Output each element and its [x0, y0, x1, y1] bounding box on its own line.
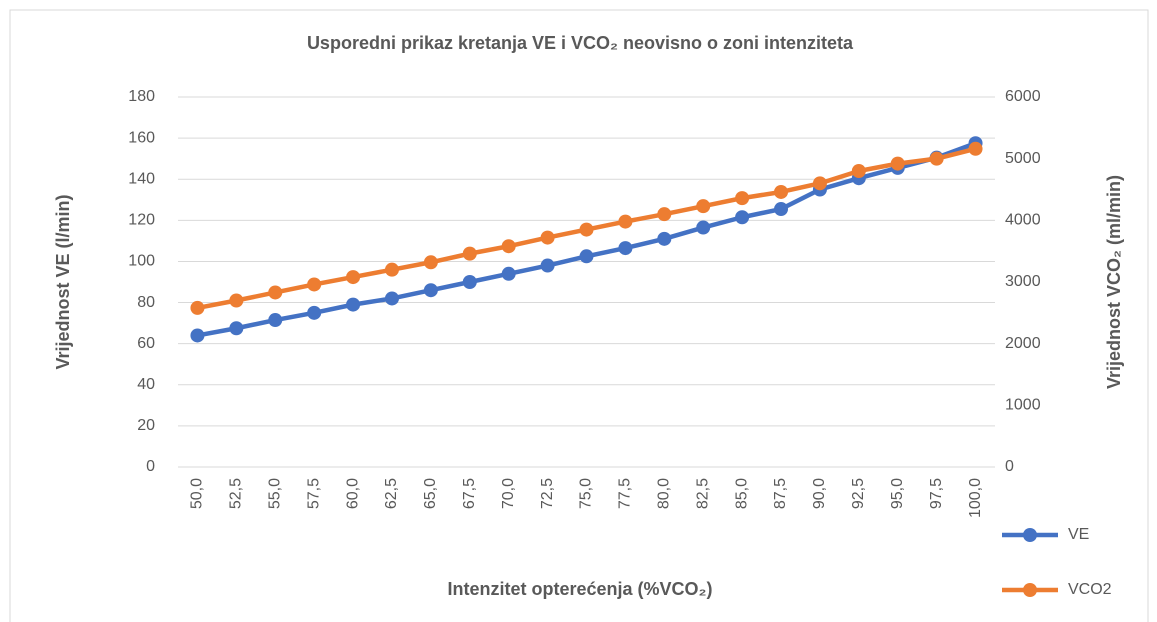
- x-tick-label: 95,0: [889, 478, 906, 509]
- point: [929, 151, 944, 166]
- x-tick-label: 100,0: [967, 478, 984, 518]
- point: [618, 241, 633, 256]
- point: [540, 230, 555, 245]
- legend-label: VE: [1068, 526, 1089, 543]
- x-tick-label: 60,0: [344, 478, 361, 509]
- point: [618, 214, 633, 229]
- x-tick-label: 52,5: [228, 478, 245, 509]
- y2-tick-label: 5000: [1005, 150, 1041, 167]
- point: [190, 300, 205, 315]
- x-tick-label: 57,5: [305, 478, 322, 509]
- point: [890, 156, 905, 171]
- point: [346, 270, 361, 285]
- point: [579, 222, 594, 237]
- x-tick-label: 92,5: [850, 478, 867, 509]
- y-tick-label: 120: [128, 212, 155, 229]
- x-tick-label: 97,5: [928, 478, 945, 509]
- x-tick-label: 87,5: [772, 478, 789, 509]
- point: [268, 285, 283, 300]
- point: [423, 283, 438, 298]
- y2-tick-label: 2000: [1005, 335, 1041, 352]
- y-tick-label: 140: [128, 170, 155, 187]
- point: [346, 297, 361, 312]
- point: [774, 184, 789, 199]
- point: [579, 249, 594, 264]
- y2-tick-label: 3000: [1005, 273, 1041, 290]
- x-tick-label: 65,0: [422, 478, 439, 509]
- y-tick-label: 160: [128, 129, 155, 146]
- point: [696, 220, 711, 235]
- y-tick-label: 60: [137, 335, 155, 352]
- y-tick-label: 20: [137, 417, 155, 434]
- point: [229, 293, 244, 308]
- y2-tick-label: 4000: [1005, 212, 1041, 229]
- point: [268, 313, 283, 328]
- point: [968, 141, 983, 156]
- x-tick-label: 70,0: [500, 478, 517, 509]
- y2-tick-label: 6000: [1005, 88, 1041, 105]
- chart-frame: [9, 9, 1149, 622]
- point: [735, 210, 750, 225]
- x-tick-label: 77,5: [617, 478, 634, 509]
- legend-marker: [1023, 528, 1037, 542]
- x-axis-title: Intenzitet opterećenja (%VCO₂): [447, 579, 712, 599]
- point: [501, 239, 516, 254]
- y-tick-label: 80: [137, 294, 155, 311]
- x-tick-label: 62,5: [383, 478, 400, 509]
- legend-marker: [1023, 583, 1037, 597]
- x-tick-label: 75,0: [578, 478, 595, 509]
- x-tick-label: 90,0: [811, 478, 828, 509]
- point: [501, 266, 516, 281]
- x-tick-label: 85,0: [733, 478, 750, 509]
- point: [540, 258, 555, 273]
- point: [423, 255, 438, 270]
- y-axis-title: Vrijednost VE (l/min): [53, 194, 73, 369]
- point: [384, 262, 399, 277]
- y2-tick-label: 1000: [1005, 397, 1041, 414]
- point: [812, 176, 827, 191]
- point: [384, 291, 399, 306]
- chart-title: Usporedni prikaz kretanja VE i VCO₂ neov…: [307, 33, 854, 53]
- x-tick-label: 72,5: [539, 478, 556, 509]
- point: [229, 321, 244, 336]
- point: [696, 199, 711, 214]
- legend-label: VCO2: [1068, 581, 1112, 598]
- point: [462, 275, 477, 289]
- point: [851, 164, 866, 178]
- x-tick-label: 67,5: [461, 478, 478, 509]
- y2-tick-label: 0: [1005, 458, 1014, 475]
- y-tick-label: 100: [128, 253, 155, 270]
- point: [307, 305, 322, 320]
- point: [462, 246, 477, 261]
- x-tick-label: 50,0: [189, 478, 206, 509]
- x-tick-label: 55,0: [266, 478, 283, 509]
- x-tick-label: 82,5: [694, 478, 711, 509]
- point: [657, 231, 672, 246]
- point: [657, 207, 672, 222]
- point: [735, 191, 750, 206]
- point: [774, 202, 789, 217]
- point: [307, 277, 322, 292]
- y-tick-label: 180: [128, 88, 155, 105]
- y-tick-label: 0: [146, 458, 155, 475]
- x-tick-label: 80,0: [656, 478, 673, 509]
- y-tick-label: 40: [137, 376, 155, 393]
- point: [190, 328, 205, 343]
- y2-axis-title: Vrijednost VCO₂ (ml/min): [1104, 175, 1124, 389]
